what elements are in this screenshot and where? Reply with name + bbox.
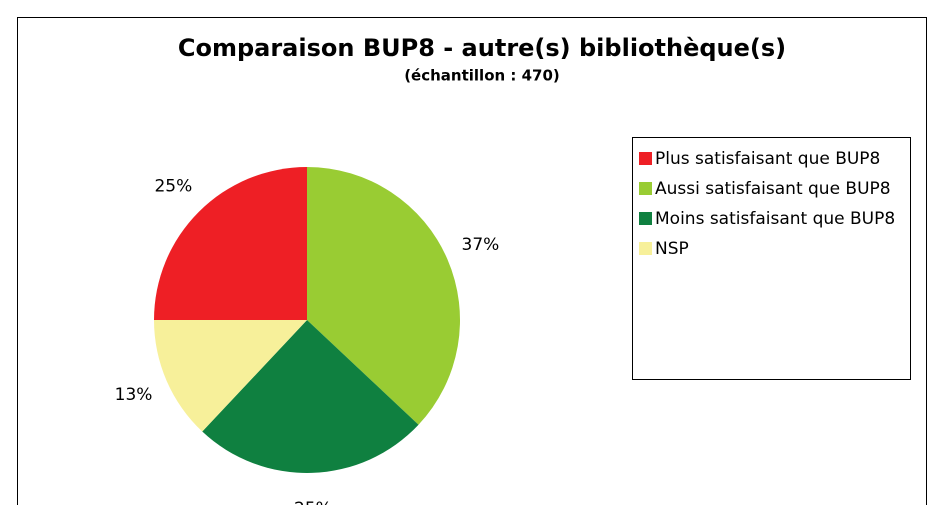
pie-slice	[154, 167, 307, 320]
data-label: 37%	[462, 235, 500, 255]
pie-slice	[202, 320, 419, 473]
legend-label: Aussi satisfaisant que BUP8	[655, 179, 891, 199]
legend-item: Plus satisfaisant que BUP8	[639, 146, 904, 172]
legend-label: Moins satisfaisant que BUP8	[655, 209, 896, 229]
legend-label: NSP	[655, 239, 689, 259]
chart-border	[17, 17, 927, 505]
pie-slice	[154, 320, 307, 432]
legend: Plus satisfaisant que BUP8 Aussi satisfai…	[632, 137, 911, 380]
data-label: 25%	[294, 499, 332, 505]
legend-swatch	[639, 212, 652, 225]
legend-item: Aussi satisfaisant que BUP8	[639, 176, 904, 202]
data-label: 25%	[154, 176, 192, 196]
legend-label: Plus satisfaisant que BUP8	[655, 149, 881, 169]
chart-title: Comparaison BUP8 - autre(s) bibliothèque…	[178, 34, 786, 62]
data-label: 13%	[115, 385, 153, 405]
legend-swatch	[639, 242, 652, 255]
legend-swatch	[639, 182, 652, 195]
legend-item: Moins satisfaisant que BUP8	[639, 206, 904, 232]
pie-slice	[307, 167, 461, 425]
legend-swatch	[639, 152, 652, 165]
chart-subtitle: (échantillon : 470)	[404, 67, 560, 85]
legend-item: NSP	[639, 236, 904, 262]
